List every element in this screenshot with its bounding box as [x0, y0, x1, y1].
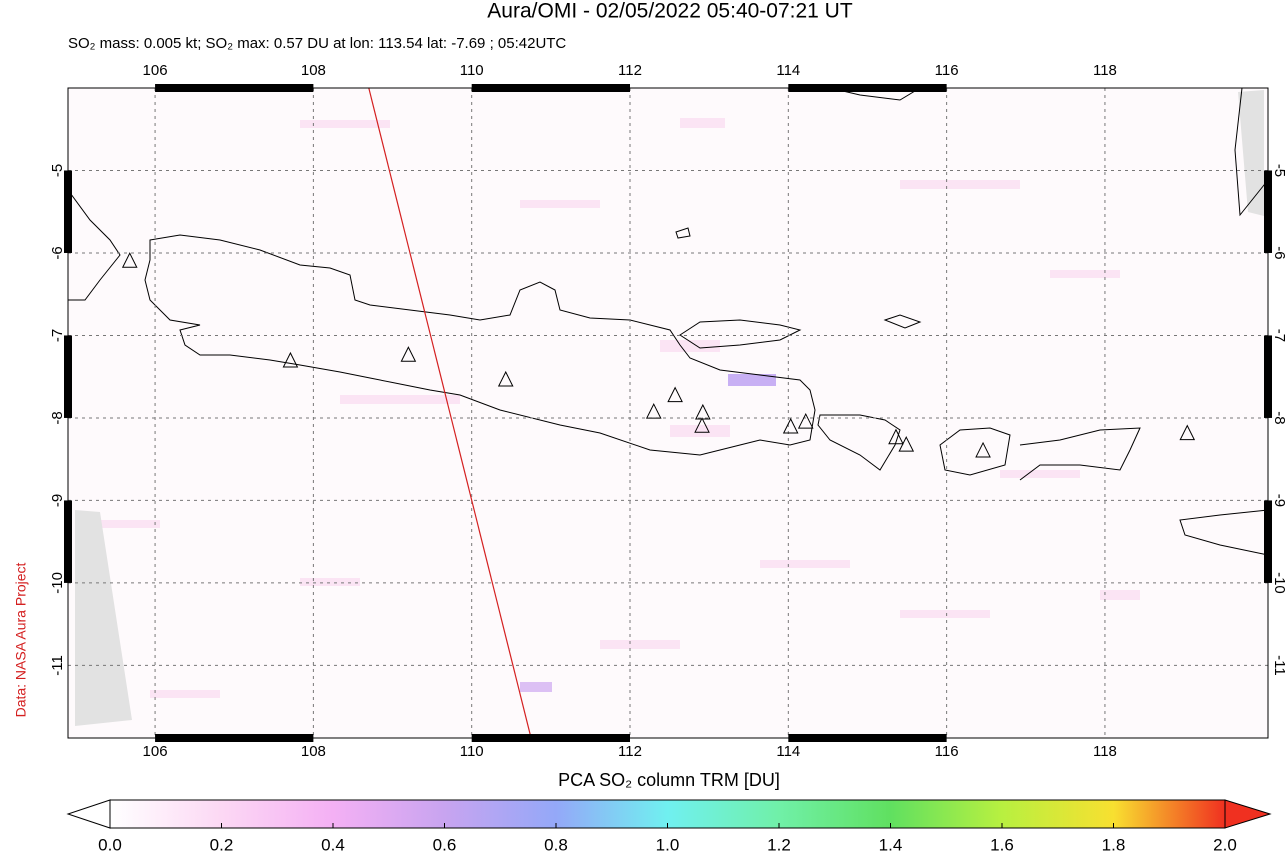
y-tick-label-left: -11: [49, 655, 66, 676]
frame-bar: [64, 170, 72, 253]
y-tick-label-right: -5: [1271, 164, 1288, 177]
volcano-marker: [888, 428, 904, 445]
colorbar-tick-label: 1.6: [990, 835, 1014, 854]
x-tick-label-top: 114: [776, 62, 800, 79]
y-tick-label-right: -9: [1271, 494, 1288, 507]
frame-bar: [1264, 335, 1272, 418]
colorbar-tick-label: 1.8: [1102, 835, 1126, 854]
frame-bar: [1264, 500, 1272, 583]
y-tick-label-left: -10: [49, 572, 66, 594]
volcano-marker: [497, 370, 514, 387]
x-tick-label-top: 116: [935, 62, 959, 79]
y-tick-label-right: -11: [1271, 655, 1288, 676]
volcano-marker: [121, 252, 138, 268]
y-tick-label-right: -7: [1271, 329, 1288, 342]
volcano-marker: [694, 417, 710, 433]
frame-bar: [1264, 170, 1272, 253]
colorbar-tick-label: 2.0: [1213, 835, 1237, 854]
colorbar: 0.0 0.2 0.4 0.6 0.8 1.0 1.2 1.4 1.6 1.8 2.0: [66, 799, 1272, 854]
x-tick-label-top: 112: [618, 62, 642, 79]
volcano-marker: [645, 403, 662, 419]
frame-bar: [471, 734, 631, 742]
frame-bar: [471, 84, 631, 92]
grid: [68, 88, 1268, 738]
volcano-marker: [975, 441, 991, 458]
coastlines: [68, 88, 1268, 556]
volcano-marker: [782, 417, 799, 434]
frame-bar: [788, 734, 947, 742]
x-tick-label-bottom: 114: [776, 743, 800, 760]
colorbar-tick-label: 0.6: [433, 835, 457, 854]
axes: 106 106 108 108 110 110 112 112 114 114 116 116 118 1…: [49, 62, 1288, 760]
y-tick-label-right: -6: [1271, 246, 1288, 259]
title: Aura/OMI - 02/05/2022 05:40-07:21 UT: [487, 0, 853, 23]
colorbar-min-arrow: [66, 799, 111, 829]
volcano-marker: [797, 412, 814, 429]
colorbar-tick-label: 1.0: [656, 835, 680, 854]
colorbar-tick-label: 1.2: [767, 835, 791, 854]
y-tick-label-right: -8: [1271, 411, 1288, 424]
no-data-area: [1238, 90, 1264, 216]
frame-bar: [155, 734, 314, 742]
colorbar-tick-label: 1.4: [879, 835, 903, 854]
x-tick-label-bottom: 118: [1093, 743, 1117, 760]
volcano-marker: [667, 386, 683, 403]
x-tick-label-top: 118: [1093, 62, 1117, 79]
map-area: [68, 88, 1268, 738]
so2-patch: [520, 682, 552, 692]
so2-max-patch: [728, 374, 776, 386]
colorbar-label: PCA SO₂ column TRM [DU]: [558, 770, 780, 790]
x-tick-label-bottom: 116: [935, 743, 959, 760]
satellite-track: [368, 88, 532, 738]
y-tick-label-left: -7: [49, 329, 66, 342]
frame-bar: [788, 84, 947, 92]
colorbar-max-arrow: [1224, 799, 1272, 829]
volcano-marker: [400, 346, 417, 362]
frame-bar: [64, 500, 72, 583]
subtitle: SO₂ mass: 0.005 kt; SO₂ max: 0.57 DU at …: [68, 35, 566, 52]
volcano-marker: [898, 436, 915, 452]
frame-bar: [64, 335, 72, 418]
y-tick-label-right: -10: [1271, 572, 1288, 594]
x-tick-label-bottom: 108: [301, 743, 326, 760]
y-tick-label-left: -9: [49, 494, 66, 507]
x-tick-label-bottom: 110: [460, 743, 484, 760]
colorbar-tick-label: 0.8: [544, 835, 568, 854]
x-tick-label-top: 106: [143, 62, 168, 79]
volcano-marker: [1179, 424, 1196, 441]
y-tick-label-left: -8: [49, 411, 66, 424]
volcano-marker: [282, 351, 299, 368]
retrieval-texture: [100, 118, 1140, 698]
frame-bar: [155, 84, 314, 92]
colorbar-tick-label: 0.0: [98, 835, 122, 854]
colorbar-tick-label: 0.4: [321, 835, 345, 854]
marks: [121, 88, 1196, 738]
y-tick-label-left: -6: [49, 246, 66, 259]
x-tick-label-top: 110: [460, 62, 484, 79]
source-note: Data: NASA Aura Project: [13, 562, 29, 717]
frame-bars: [64, 84, 1272, 742]
y-tick-label-left: -5: [49, 164, 66, 177]
colorbar-tick-label: 0.2: [210, 835, 234, 854]
x-tick-label-bottom: 112: [618, 743, 642, 760]
x-tick-label-bottom: 106: [143, 743, 168, 760]
no-data-area: [75, 510, 132, 726]
x-tick-label-top: 108: [301, 62, 326, 79]
map-background: [68, 88, 1268, 738]
